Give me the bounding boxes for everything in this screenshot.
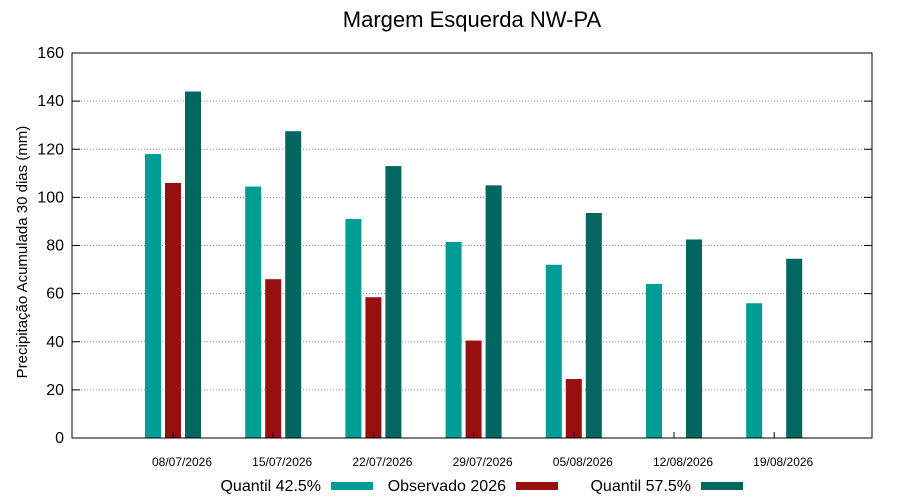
x-tick-label: 08/07/2026 bbox=[152, 455, 212, 469]
bar bbox=[365, 297, 382, 438]
x-tick-label: 29/07/2026 bbox=[453, 455, 513, 469]
bar bbox=[746, 303, 763, 438]
y-tick-label: 140 bbox=[37, 93, 64, 110]
bar bbox=[585, 213, 602, 438]
bar bbox=[445, 241, 462, 438]
x-tick-label: 12/08/2026 bbox=[653, 455, 713, 469]
y-tick-label: 80 bbox=[46, 238, 64, 255]
legend-label: Quantil 57.5% bbox=[590, 478, 691, 495]
bar bbox=[165, 182, 181, 438]
y-tick-label: 0 bbox=[55, 430, 64, 447]
y-tick-label: 120 bbox=[37, 141, 64, 158]
bar bbox=[465, 340, 482, 438]
y-tick-label: 20 bbox=[46, 382, 64, 399]
y-axis-label: Precipitação Acumulada 30 dias (mm) bbox=[14, 126, 31, 379]
bar bbox=[686, 239, 702, 438]
bar bbox=[185, 91, 201, 438]
bar bbox=[545, 264, 562, 438]
bar bbox=[485, 185, 502, 438]
legend-label: Quantil 42.5% bbox=[220, 478, 321, 495]
x-tick-label: 22/07/2026 bbox=[352, 455, 412, 469]
legend-swatch bbox=[331, 482, 373, 490]
x-axis-ticks: 08/07/2026 15/07/2026 22/07/2026 29/07/2026… bbox=[152, 432, 814, 469]
x-tick-label: 05/08/2026 bbox=[553, 455, 613, 469]
legend-label: Observado 2026 bbox=[388, 478, 506, 495]
bar bbox=[265, 279, 282, 438]
bar bbox=[345, 219, 362, 438]
bars bbox=[145, 91, 803, 438]
y-tick-label: 160 bbox=[37, 45, 64, 62]
bar bbox=[245, 186, 262, 438]
y-tick-label: 100 bbox=[37, 189, 64, 206]
x-tick-label: 19/08/2026 bbox=[753, 455, 813, 469]
legend-swatch bbox=[701, 482, 743, 490]
bar bbox=[565, 379, 582, 438]
legend: Quantil 42.5% Observado 2026 Quantil 57.5% bbox=[220, 478, 743, 495]
bar bbox=[285, 131, 302, 438]
bar bbox=[786, 258, 803, 438]
bar bbox=[385, 166, 402, 438]
bar bbox=[145, 154, 161, 438]
y-tick-label: 60 bbox=[46, 286, 64, 303]
y-axis-ticks: 0 20 40 60 80 100 120 140 160 bbox=[37, 45, 872, 447]
bar bbox=[646, 284, 662, 438]
legend-swatch bbox=[516, 482, 558, 490]
chart-title: Margem Esquerda NW-PA bbox=[343, 7, 602, 32]
y-tick-label: 40 bbox=[46, 334, 64, 351]
x-tick-label: 15/07/2026 bbox=[252, 455, 312, 469]
